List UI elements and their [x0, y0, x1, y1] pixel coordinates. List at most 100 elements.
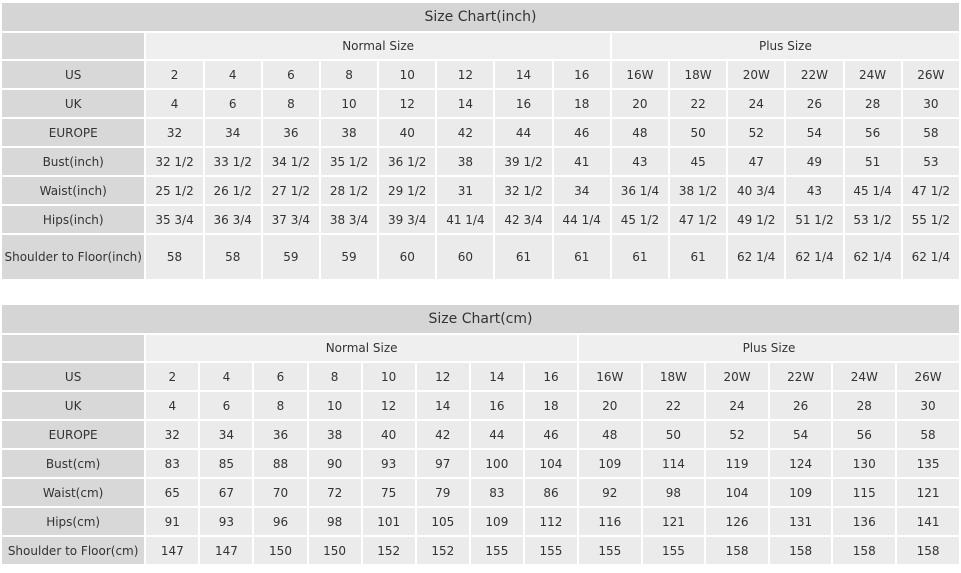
table-cell: 158	[769, 537, 832, 564]
table-cell: 40 3/4	[728, 177, 785, 204]
table-cell: 22	[642, 392, 705, 419]
table-cell: 52	[706, 421, 768, 448]
table-cell: 32	[146, 421, 199, 448]
table-cell: 115	[833, 479, 896, 506]
table-row: EUROPE 32 34 36 38 40 42 44 46 48 50 52 54 56 58	[2, 119, 959, 146]
table-cell: 4	[200, 363, 253, 390]
table-cell: 16	[495, 90, 552, 117]
table-cell: 12	[416, 363, 469, 390]
table-cell: 8	[262, 90, 319, 117]
table-cell: 32 1/2	[495, 177, 552, 204]
table-row: EUROPE 32 34 36 38 40 42 44 46 48 50 52 54 56 58	[2, 421, 959, 448]
table-cell: 130	[833, 450, 896, 477]
table-cell: 28	[833, 392, 896, 419]
table-cell: 14	[495, 61, 552, 88]
table-cell: 83	[146, 450, 199, 477]
table-cell: 51	[844, 148, 901, 175]
table-cell: 47 1/2	[670, 206, 727, 233]
table-cell: 91	[146, 508, 199, 535]
table-cell: 50	[642, 421, 705, 448]
table-cell: 109	[579, 450, 641, 477]
table-cell: 104	[706, 479, 768, 506]
table-cell: 152	[362, 537, 415, 564]
row-label: US	[2, 363, 145, 390]
table-cell: 42	[437, 119, 494, 146]
table-cell: 10	[308, 392, 361, 419]
table-row: UK 4 6 8 10 12 14 16 18 20 22 24 26 28 30	[2, 392, 959, 419]
table-cell: 109	[769, 479, 832, 506]
table-cell: 32	[146, 119, 203, 146]
table-cell: 8	[254, 392, 307, 419]
table-cell: 35 1/2	[320, 148, 378, 175]
table-cell: 46	[553, 119, 610, 146]
table-cell: 121	[897, 479, 959, 506]
table-cell: 30	[902, 90, 959, 117]
group-header-plus: Plus Size	[579, 335, 959, 361]
table-row: Bust(inch) 32 1/2 33 1/2 34 1/2 35 1/2 36 1/2…	[2, 148, 959, 175]
table-cell: 147	[146, 537, 199, 564]
table-cell: 136	[833, 508, 896, 535]
table-cell: 56	[844, 119, 901, 146]
table-cell: 44 1/4	[553, 206, 610, 233]
table-cell: 4	[146, 392, 199, 419]
table-cell: 20W	[706, 363, 768, 390]
table-cell: 131	[769, 508, 832, 535]
table-row: US 2 4 6 8 10 12 14 16 16W 18W 20W 22W 24W 26W	[2, 61, 959, 88]
table-cell: 47	[728, 148, 785, 175]
row-label: Waist(inch)	[2, 177, 145, 204]
table-cell: 22W	[786, 61, 843, 88]
table-row: Waist(cm) 65 67 70 72 75 79 83 86 92 98 104 109 115 12…	[2, 479, 959, 506]
table-cell: 155	[470, 537, 523, 564]
table-cell: 60	[379, 235, 436, 279]
table-cell: 42	[416, 421, 469, 448]
table-cell: 2	[146, 61, 203, 88]
table-cell: 48	[611, 119, 668, 146]
table-cell: 50	[670, 119, 727, 146]
table-cell: 141	[897, 508, 959, 535]
size-chart-cm-table: Size Chart(cm) Normal Size Plus Size US 2 4 6 8…	[0, 303, 961, 566]
table-cell: 105	[416, 508, 469, 535]
table-cell: 124	[769, 450, 832, 477]
table-row: Bust(cm) 83 85 88 90 93 97 100 104 109 114 119 124 13…	[2, 450, 959, 477]
table-cell: 155	[642, 537, 705, 564]
table-cell: 97	[416, 450, 469, 477]
table-cell: 158	[897, 537, 959, 564]
table-cell: 52	[728, 119, 785, 146]
table-cell: 45	[670, 148, 727, 175]
table-cell: 109	[470, 508, 523, 535]
table-cell: 56	[833, 421, 896, 448]
table-cell: 75	[362, 479, 415, 506]
table-row: Shoulder to Floor(inch) 58 58 59 59 60 60 61 61 6…	[2, 235, 959, 279]
table-cell: 14	[416, 392, 469, 419]
table-cell: 62 1/4	[902, 235, 959, 279]
table-cell: 36 1/4	[611, 177, 668, 204]
table-cell: 34 1/2	[262, 148, 319, 175]
table-cell: 152	[416, 537, 469, 564]
table-cell: 61	[670, 235, 727, 279]
table-cell: 40	[362, 421, 415, 448]
row-label: Hips(cm)	[2, 508, 145, 535]
table-row: Waist(inch) 25 1/2 26 1/2 27 1/2 28 1/2 29 1/…	[2, 177, 959, 204]
table-cell: 72	[308, 479, 361, 506]
table-cell: 43	[611, 148, 668, 175]
table-cell: 29 1/2	[379, 177, 436, 204]
table-cell: 62 1/4	[728, 235, 785, 279]
table-cell: 34	[553, 177, 610, 204]
table-cell: 54	[769, 421, 832, 448]
table-cell: 28 1/2	[320, 177, 378, 204]
table-cell: 20	[579, 392, 641, 419]
table-cell: 90	[308, 450, 361, 477]
table-cell: 83	[470, 479, 523, 506]
table-cell: 18W	[670, 61, 727, 88]
table-cell: 16	[524, 363, 578, 390]
table-cell: 6	[254, 363, 307, 390]
table-cell: 36 3/4	[204, 206, 261, 233]
group-header-plus: Plus Size	[611, 33, 959, 59]
table-cell: 46	[524, 421, 578, 448]
table-cell: 35 3/4	[146, 206, 203, 233]
table-cell: 12	[362, 392, 415, 419]
table-cell: 58	[146, 235, 203, 279]
table-cell: 135	[897, 450, 959, 477]
table-cell: 54	[786, 119, 843, 146]
table-cell: 6	[262, 61, 319, 88]
